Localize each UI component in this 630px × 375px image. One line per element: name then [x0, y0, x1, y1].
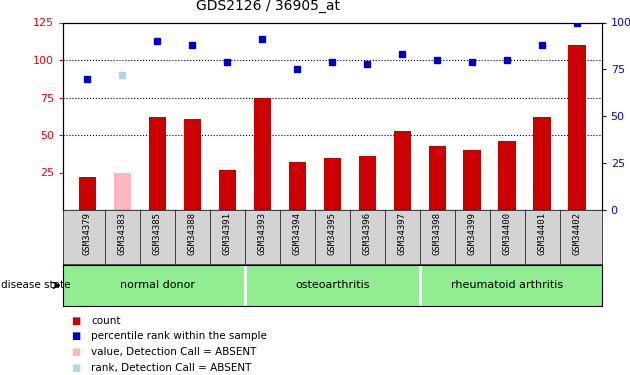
Bar	[358, 156, 376, 210]
Text: GSM34400: GSM34400	[503, 211, 512, 255]
Bar	[464, 150, 481, 210]
Bar	[289, 162, 306, 210]
Text: ■: ■	[71, 316, 80, 326]
Text: ■: ■	[71, 332, 80, 341]
Text: value, Detection Call = ABSENT: value, Detection Call = ABSENT	[91, 347, 257, 357]
Text: GDS2126 / 36905_at: GDS2126 / 36905_at	[196, 0, 340, 13]
Bar	[149, 117, 166, 210]
Bar	[79, 177, 96, 210]
Text: GSM34401: GSM34401	[537, 211, 547, 255]
Bar	[324, 158, 341, 210]
Bar	[254, 98, 271, 210]
Bar	[184, 118, 201, 210]
Text: GSM34379: GSM34379	[83, 211, 92, 255]
Text: GSM34388: GSM34388	[188, 211, 197, 255]
Bar	[568, 45, 586, 210]
Text: GSM34402: GSM34402	[573, 211, 581, 255]
Bar	[498, 141, 516, 210]
Text: rank, Detection Call = ABSENT: rank, Detection Call = ABSENT	[91, 363, 252, 373]
Text: GSM34394: GSM34394	[293, 211, 302, 255]
Text: GSM34399: GSM34399	[467, 211, 477, 255]
Text: GSM34391: GSM34391	[223, 211, 232, 255]
Text: normal donor: normal donor	[120, 280, 195, 290]
Bar	[428, 146, 446, 210]
Text: disease state: disease state	[1, 280, 71, 290]
Bar	[114, 172, 131, 210]
Text: GSM34383: GSM34383	[118, 211, 127, 255]
Bar	[534, 117, 551, 210]
Text: ■: ■	[71, 347, 80, 357]
Text: GSM34397: GSM34397	[398, 211, 407, 255]
Text: osteoarthritis: osteoarthritis	[295, 280, 370, 290]
Bar	[219, 170, 236, 210]
Text: GSM34396: GSM34396	[363, 211, 372, 255]
Text: rheumatoid arthritis: rheumatoid arthritis	[451, 280, 563, 290]
Text: GSM34398: GSM34398	[433, 211, 442, 255]
Text: GSM34395: GSM34395	[328, 211, 337, 255]
Text: GSM34393: GSM34393	[258, 211, 267, 255]
Text: percentile rank within the sample: percentile rank within the sample	[91, 332, 267, 341]
Text: ■: ■	[71, 363, 80, 373]
Text: count: count	[91, 316, 121, 326]
Text: GSM34385: GSM34385	[153, 211, 162, 255]
Bar	[394, 130, 411, 210]
